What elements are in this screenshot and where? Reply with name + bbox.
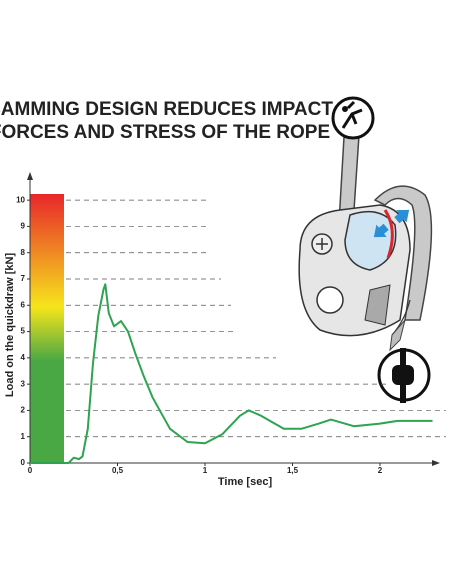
risk-scale-bar (30, 194, 64, 463)
x-tick-label: 1 (203, 466, 208, 475)
x-axis-label: Time [sec] (218, 476, 273, 488)
y-tick-label: 7 (21, 274, 26, 283)
x-tick-label: 2 (378, 466, 383, 475)
y-tick-label: 5 (21, 327, 26, 336)
device-illustration (298, 96, 433, 403)
y-tick-label: 2 (21, 406, 26, 415)
y-tick-label: 10 (16, 195, 25, 204)
chart-title: CAMMING DESIGN REDUCES IMPACT (0, 99, 333, 120)
y-axis-arrow (27, 172, 33, 180)
y-tick-label: 9 (21, 222, 26, 231)
y-tick-label: 1 (21, 432, 26, 441)
y-tick-label: 3 (21, 379, 26, 388)
chart-title: FORCES AND STRESS OF THE ROPE (0, 122, 330, 143)
x-tick-label: 0,5 (112, 466, 124, 475)
x-tick-label: 0 (28, 466, 33, 475)
y-tick-label: 0 (21, 458, 26, 467)
load-line (30, 283, 433, 464)
y-tick-label: 8 (21, 248, 26, 257)
y-axis-label: Load on the quickdraw [kN] (4, 253, 16, 398)
y-tick-label: 6 (21, 300, 26, 309)
y-tick-label: 4 (21, 353, 26, 362)
x-tick-label: 1,5 (287, 466, 299, 475)
x-axis-arrow (432, 460, 440, 466)
